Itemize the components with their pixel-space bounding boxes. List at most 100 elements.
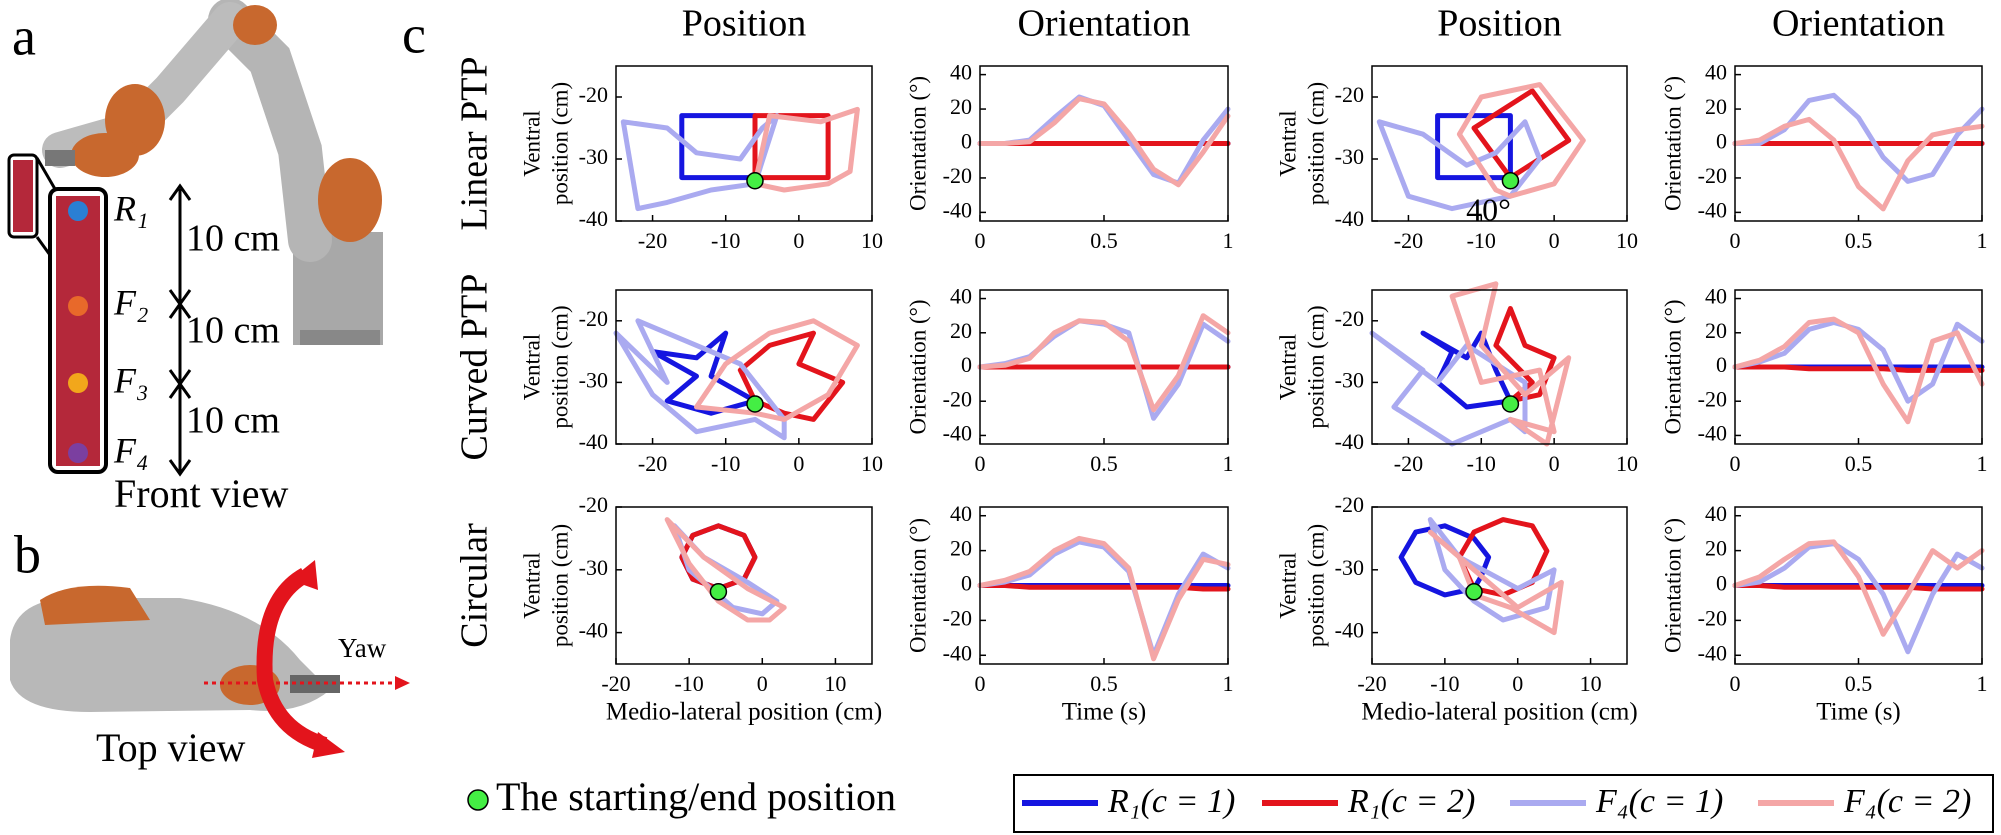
y-tick-label: -20: [1335, 492, 1364, 517]
x-tick-label: 0.5: [1090, 228, 1118, 253]
series-line: [1732, 92, 1985, 184]
start-end-marker: [746, 395, 764, 413]
fabric-sensor: [7, 153, 192, 477]
x-tick-label: 1: [1977, 451, 1988, 476]
x-tick-label: 0.5: [1845, 228, 1873, 253]
y-tick-label: 0: [1716, 352, 1727, 377]
y-tick-label: -40: [943, 420, 972, 445]
plot-frame: [1371, 289, 1628, 445]
subplot: -20 -10 0 10 -40 -30 -20 Ventral position (cm) 40…: [1275, 65, 1638, 253]
series-line: [1732, 541, 1985, 655]
x-tick-label: 1: [1977, 671, 1988, 696]
series-line: [1732, 539, 1985, 637]
y-tick-label: 40: [950, 284, 972, 309]
y-axis-label: Orientation (°): [905, 518, 930, 653]
column-title: Position: [682, 3, 807, 45]
start-end-marker: [1501, 395, 1520, 413]
series-line: [1456, 517, 1550, 598]
plot-frame: [615, 506, 873, 665]
subplot: 0 0.5 1 -40 -20 0 20 40 Orientation (°): [1660, 284, 1987, 476]
legend-label: F₄(c = 1): [1595, 783, 1723, 820]
y-axis-label: position (cm): [1303, 524, 1328, 647]
plot-frame: [979, 506, 1229, 665]
start-end-marker: [746, 171, 764, 190]
angle-annotation: 40°: [1466, 191, 1511, 227]
subplot: 0 0.5 1 -40 -20 0 20 40 Orientation (°): [905, 60, 1233, 253]
series-line: [977, 535, 1231, 662]
x-tick-label: -10: [1430, 671, 1459, 696]
y-axis-label: Ventral: [519, 334, 544, 400]
y-axis-label: Orientation (°): [1660, 76, 1685, 211]
y-tick-label: 0: [961, 571, 972, 596]
x-tick-label: -20: [601, 671, 630, 696]
y-axis-label: position (cm): [547, 82, 572, 205]
y-tick-label: -20: [1335, 306, 1364, 331]
sensor-label: F₄: [113, 430, 149, 470]
y-axis-label: Orientation (°): [1660, 299, 1685, 434]
series-line: [1369, 330, 1528, 447]
y-tick-label: -20: [1698, 605, 1727, 630]
panel-label: b: [14, 524, 41, 584]
x-axis-label: Medio-lateral position (cm): [1361, 699, 1637, 726]
series-line: [664, 517, 787, 623]
y-axis-label: position (cm): [1303, 305, 1328, 428]
y-tick-label: -40: [1698, 420, 1727, 445]
y-tick-label: -40: [1698, 197, 1727, 222]
x-tick-label: -10: [674, 671, 703, 696]
series-line: [1732, 116, 1985, 212]
sensor-label: F₃: [113, 360, 149, 400]
x-tick-label: 0.5: [1845, 451, 1873, 476]
y-tick-label: 0: [1716, 129, 1727, 154]
series-line: [977, 583, 1231, 592]
y-tick-label: 40: [1705, 284, 1727, 309]
y-tick-label: 40: [950, 501, 972, 526]
legend-box: [1013, 774, 1994, 833]
x-tick-label: 0.5: [1090, 451, 1118, 476]
legend-label: The starting/end position: [496, 774, 896, 819]
x-tick-label: -20: [1394, 451, 1423, 476]
series-line: [1732, 320, 1985, 404]
distance-label: 10 cm: [186, 400, 280, 442]
y-tick-label: 0: [961, 352, 972, 377]
y-axis-label: Ventral: [519, 552, 544, 618]
subplot: -20 -10 0 10 -40 -30 -20 Ventral position (cm): [519, 65, 883, 253]
x-tick-label: 0: [975, 228, 986, 253]
plot-area: [1372, 507, 1627, 664]
x-tick-label: 0: [1549, 451, 1560, 476]
series-line: [977, 313, 1231, 413]
panel-label: a: [12, 6, 36, 66]
row-label: Circular: [454, 523, 496, 648]
legend-label: R₁(c = 2): [1347, 783, 1475, 820]
y-tick-label: -30: [579, 144, 608, 169]
y-tick-label: -20: [943, 386, 972, 411]
x-tick-label: 0: [975, 671, 986, 696]
y-axis-label: position (cm): [547, 524, 572, 647]
x-tick-label: 0: [793, 451, 804, 476]
x-tick-label: 10: [1616, 451, 1638, 476]
column-title: Orientation: [1772, 3, 1945, 45]
subplot: -20 -10 0 10 -40 -30 -20 Ventral position (cm): [1275, 281, 1638, 476]
x-axis-label: Time (s): [1062, 699, 1147, 726]
y-axis-label: Ventral: [1275, 110, 1300, 176]
x-tick-label: 1: [1223, 228, 1234, 253]
x-tick-label: -10: [711, 228, 740, 253]
view-label: Top view: [96, 725, 246, 770]
x-tick-label: -20: [638, 451, 667, 476]
x-tick-label: -10: [1467, 228, 1496, 253]
sensor-label: F₂: [113, 282, 149, 322]
x-tick-label: 10: [861, 228, 883, 253]
y-axis-label: position (cm): [1303, 82, 1328, 205]
y-tick-label: -30: [1335, 367, 1364, 392]
y-tick-label: 20: [950, 318, 972, 343]
robot-photo-top: [10, 560, 410, 758]
x-tick-label: 0.5: [1090, 671, 1118, 696]
x-tick-label: 10: [1580, 671, 1602, 696]
y-tick-label: -40: [1698, 640, 1727, 665]
y-tick-label: -40: [1335, 429, 1364, 454]
plot-frame: [1371, 506, 1628, 665]
y-axis-label: Ventral: [519, 110, 544, 176]
x-tick-label: 0.5: [1845, 671, 1873, 696]
plot-frame: [1371, 65, 1628, 222]
series-line: [1398, 523, 1492, 598]
y-axis-label: Orientation (°): [1660, 518, 1685, 653]
